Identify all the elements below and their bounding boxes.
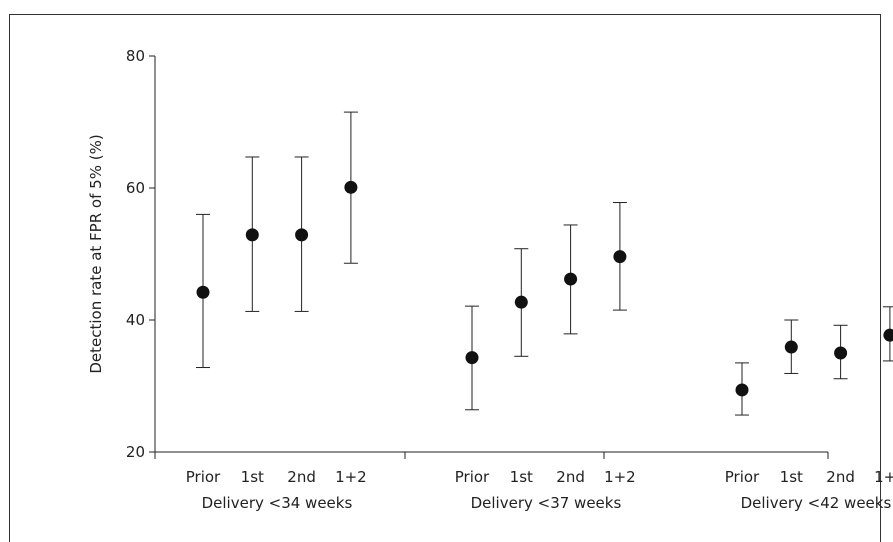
- chart-labels: 20 40 60 80 Prior 1st 2nd 1+2 Delivery <34 weeks…: [126, 47, 893, 512]
- data-point: [465, 351, 479, 365]
- data-point: [784, 340, 798, 354]
- x-category-label: 1+2: [604, 468, 636, 486]
- x-category-label: Prior: [186, 468, 221, 486]
- data-point: [196, 285, 210, 299]
- x-group-label: Delivery <34 weeks: [202, 494, 353, 512]
- x-group-label: Delivery <37 weeks: [471, 494, 622, 512]
- x-category-label: 1+2: [335, 468, 367, 486]
- x-category-label: 1st: [241, 468, 264, 486]
- data-point: [883, 328, 893, 342]
- x-category-label: Prior: [725, 468, 760, 486]
- y-tick-label: 20: [126, 443, 145, 461]
- y-tick-label: 40: [126, 311, 145, 329]
- data-point: [514, 295, 528, 309]
- x-group-label: Delivery <42 weeks: [741, 494, 892, 512]
- data-point: [295, 228, 309, 242]
- x-category-label: 1st: [780, 468, 803, 486]
- data-point: [564, 272, 578, 286]
- y-tick-label: 60: [126, 179, 145, 197]
- x-category-label: 2nd: [287, 468, 316, 486]
- axes: [149, 55, 829, 459]
- x-category-label: 1+2: [874, 468, 893, 486]
- data-point: [735, 383, 749, 397]
- x-category-label: Prior: [455, 468, 490, 486]
- chart-marks: [196, 111, 893, 416]
- figure-frame: [9, 14, 881, 542]
- x-category-label: 2nd: [826, 468, 855, 486]
- x-category-label: 1st: [510, 468, 533, 486]
- data-point: [613, 250, 627, 264]
- data-point: [245, 228, 259, 242]
- x-category-label: 2nd: [556, 468, 585, 486]
- data-point: [344, 180, 358, 194]
- data-point: [834, 346, 848, 360]
- y-axis-title: Detection rate at FPR of 5% (%): [87, 134, 105, 373]
- y-tick-label: 80: [126, 47, 145, 65]
